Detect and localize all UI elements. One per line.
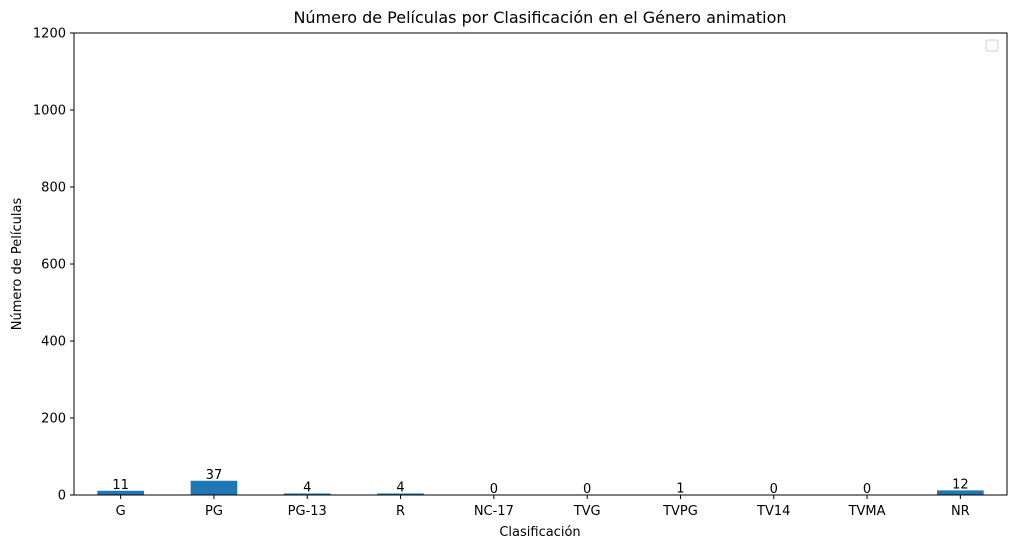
x-tick-label: G (116, 504, 126, 519)
y-tick-label: 200 (41, 412, 66, 427)
x-tick-label: R (396, 504, 405, 519)
bar-value-label: 4 (303, 480, 311, 495)
chart-title: Número de Películas por Clasificación en… (293, 8, 786, 27)
bar-value-label: 4 (396, 480, 404, 495)
bar-pg-13 (283, 493, 331, 495)
y-axis-label: Número de Películas (10, 198, 25, 331)
legend-box (985, 39, 999, 52)
x-tick-label: TVPG (662, 504, 698, 519)
bar-pg (190, 480, 238, 495)
bar-labels-layer: 11 37 4 4 0 0 1 0 0 12 (112, 468, 968, 497)
x-tick-label: PG-13 (288, 504, 327, 519)
bar-r (377, 493, 424, 495)
y-tick-label: 0 (58, 489, 66, 504)
bar-value-label: 12 (952, 477, 969, 492)
bar-nr (937, 490, 984, 495)
x-tick-label: TVMA (848, 504, 886, 519)
x-tick-label: TV14 (756, 504, 790, 519)
bar-value-label: 0 (770, 482, 778, 497)
y-tick-label: 1200 (33, 27, 66, 42)
y-tick-label: 600 (41, 258, 66, 273)
bar-value-label: 0 (863, 482, 871, 497)
plot-area (74, 33, 1007, 495)
bar-value-label: 1 (676, 482, 684, 497)
x-tick-label: NR (951, 504, 970, 519)
y-tick-label: 800 (41, 181, 66, 196)
y-tick-label: 1000 (33, 104, 66, 119)
bar-value-label: 11 (112, 478, 129, 493)
x-axis: G PG PG-13 R NC-17 TVG TVPG TV14 TVMA NR (116, 495, 970, 519)
x-tick-label: TVG (573, 504, 601, 519)
bar-value-label: 0 (490, 482, 498, 497)
bars-layer (97, 480, 984, 495)
y-axis: 0 200 400 600 800 1000 1200 (33, 27, 74, 504)
y-tick-label: 400 (41, 335, 66, 350)
bar-value-label: 0 (583, 482, 591, 497)
bar-value-label: 37 (206, 468, 223, 483)
x-tick-label: NC-17 (474, 504, 514, 519)
bar-g (97, 490, 144, 495)
x-tick-label: PG (205, 504, 223, 519)
x-axis-label: Clasificación (499, 525, 580, 540)
plot-frame (73, 32, 1008, 496)
